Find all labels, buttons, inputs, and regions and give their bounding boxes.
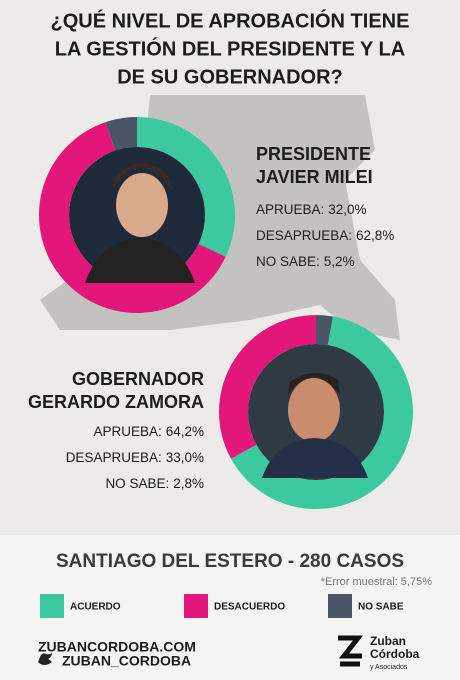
twitter-handle: ZUBAN_CORDOBA: [62, 653, 191, 669]
chart-title: GOBERNADOR: [72, 369, 204, 389]
photo-suit: [85, 238, 195, 283]
data-label: NO SABE: 5,2%: [256, 254, 355, 269]
legend-swatch: [184, 594, 208, 618]
value-label: 64,2%: [166, 424, 204, 439]
data-label: NO SABE: 2,8%: [105, 476, 204, 491]
donut-segment: [230, 316, 413, 509]
category-label: NO SABE:: [256, 254, 320, 269]
legend-label: NO SABE: [358, 602, 404, 613]
donut-segment: [105, 117, 137, 151]
legend-swatch: [328, 594, 352, 618]
chart-title: PRESIDENTE: [256, 144, 371, 164]
donut-segment: [137, 117, 235, 257]
category-label: DESAPRUEBA:: [66, 450, 162, 465]
title: ¿QUÉ NIVEL DE APROBACIÓN TIENE: [51, 8, 410, 32]
photo-hair: [288, 372, 340, 395]
data-label: APRUEBA: 32,0%: [256, 202, 367, 217]
donut-segment: [219, 315, 316, 459]
data-label: DESAPRUEBA: 62,8%: [256, 228, 394, 243]
value-label: 33,0%: [166, 450, 204, 465]
subtitle: SANTIAGO DEL ESTERO - 280 CASOS: [56, 551, 404, 572]
value-label: 32,0%: [328, 202, 366, 217]
data-label: DESAPRUEBA: 33,0%: [66, 450, 204, 465]
value-label: 62,8%: [356, 228, 394, 243]
website: ZUBANCORDOBA.COM: [38, 639, 196, 655]
logo-mark: [338, 635, 364, 667]
chart-title: JAVIER MILEI: [256, 167, 373, 187]
value-label: 5,2%: [324, 254, 355, 269]
logo-text: Zuban: [370, 634, 406, 648]
photo-suit: [262, 438, 368, 478]
logo-text: y Asociados: [370, 664, 408, 671]
donut-segment: [316, 315, 333, 346]
footer-panel: [0, 535, 460, 680]
legend-swatch: [40, 594, 64, 618]
data-label: APRUEBA: 64,2%: [93, 424, 204, 439]
note: *Error muestral: 5,75%: [321, 576, 432, 588]
photo-face: [116, 173, 168, 237]
photo-face: [288, 378, 340, 442]
logo-text: Córdoba: [370, 647, 420, 661]
legend-label: ACUERDO: [70, 602, 121, 613]
category-label: NO SABE:: [105, 476, 169, 491]
legend-label: DESACUERDO: [214, 602, 285, 613]
category-label: APRUEBA:: [93, 424, 161, 439]
donut-segment: [38, 122, 226, 313]
value-label: 2,8%: [173, 476, 204, 491]
photo-hair: [112, 163, 172, 190]
category-label: APRUEBA:: [256, 202, 324, 217]
chart-title: GERARDO ZAMORA: [28, 392, 204, 412]
twitter-icon: [38, 653, 52, 665]
category-label: DESAPRUEBA:: [256, 228, 352, 243]
title: DE SU GOBERNADOR?: [117, 66, 343, 88]
title: LA GESTIÓN DEL PRESIDENTE Y LA: [55, 36, 405, 60]
